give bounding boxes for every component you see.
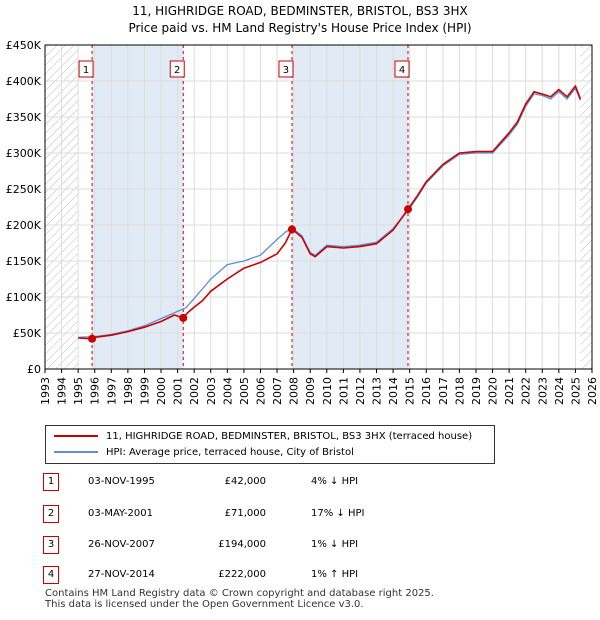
x-tick-label: 2016 (420, 377, 433, 405)
sale-label-number: 3 (283, 65, 289, 76)
sale-label-box (278, 60, 294, 78)
shaded-ownership-period (92, 45, 184, 369)
x-tick-label: 2024 (553, 377, 566, 405)
y-tick-label: £50K (13, 327, 42, 340)
x-tick-label: 2003 (205, 377, 218, 405)
x-tick-label: 2023 (536, 377, 549, 405)
chart-title-address: 11, HIGHRIDGE ROAD, BEDMINSTER, BRISTOL,… (132, 4, 468, 18)
sale-row: 4 27-NOV-2014 £222,000 1% ↑ HPI (43, 566, 443, 584)
x-tick-label: 1997 (105, 377, 118, 405)
x-tick-label: 2022 (520, 377, 533, 405)
sale-hpi-delta: 1% ↓ HPI (311, 539, 359, 550)
sale-number-badge: 1 (43, 473, 59, 491)
hatched-region (580, 45, 592, 369)
x-tick-label: 2007 (271, 377, 284, 405)
x-tick-label: 2026 (586, 377, 599, 405)
sale-date: 03-NOV-1995 (88, 476, 155, 487)
x-tick-label: 2020 (487, 377, 500, 405)
sale-number-badge: 3 (43, 536, 59, 554)
chart-legend: 11, HIGHRIDGE ROAD, BEDMINSTER, BRISTOL,… (45, 425, 495, 464)
x-tick-label: 2004 (221, 377, 234, 405)
x-tick-label: 2009 (304, 377, 317, 405)
sale-date: 03-MAY-2001 (88, 508, 154, 519)
y-tick-label: £400K (6, 75, 42, 88)
legend-label-hpi: HPI: Average price, terraced house, City… (106, 447, 354, 458)
x-tick-label: 2017 (437, 377, 450, 405)
x-tick-label: 2018 (453, 377, 466, 405)
legend-swatch-hpi (54, 451, 98, 453)
x-tick-label: 1999 (138, 377, 151, 405)
x-tick-label: 1996 (89, 377, 102, 405)
property-price-line (78, 85, 582, 340)
sale-date: 26-NOV-2007 (88, 539, 155, 550)
sale-label-number: 4 (399, 65, 405, 76)
footer-attribution: Contains HM Land Registry data © Crown c… (45, 588, 434, 610)
legend-row-property: 11, HIGHRIDGE ROAD, BEDMINSTER, BRISTOL,… (54, 430, 472, 444)
x-tick-label: 2019 (470, 377, 483, 405)
sale-label-box (394, 60, 410, 78)
footer-copyright: Contains HM Land Registry data © Crown c… (45, 588, 434, 599)
y-tick-label: £350K (6, 111, 42, 124)
y-tick-label: £250K (6, 183, 42, 196)
x-tick-label: 1994 (56, 377, 69, 405)
sale-number-badge: 4 (43, 566, 59, 584)
y-tick-label: £0 (27, 363, 41, 376)
x-tick-label: 2012 (354, 377, 367, 405)
x-tick-label: 1993 (39, 377, 52, 405)
plot-border (44, 44, 593, 370)
x-tick-label: 2000 (155, 377, 168, 405)
sale-row: 1 03-NOV-1995 £42,000 4% ↓ HPI (43, 473, 443, 491)
sale-number-badge: 2 (43, 505, 59, 523)
sale-point (404, 205, 413, 214)
x-tick-label: 2002 (188, 377, 201, 405)
hpi-line (78, 87, 582, 338)
y-tick-label: £100K (6, 291, 42, 304)
sale-point (287, 225, 296, 234)
sale-hpi-delta: 1% ↑ HPI (311, 569, 359, 580)
sale-date: 27-NOV-2014 (88, 569, 155, 580)
sale-hpi-delta: 17% ↓ HPI (311, 508, 365, 519)
x-tick-label: 1998 (122, 377, 135, 405)
x-tick-label: 2008 (288, 377, 301, 405)
legend-swatch-property (54, 435, 98, 437)
x-tick-label: 1995 (72, 377, 85, 405)
sale-point (179, 313, 188, 322)
x-tick-label: 2015 (404, 377, 417, 405)
sale-price: £222,000 (218, 569, 266, 580)
x-tick-label: 2021 (503, 377, 516, 405)
price-chart: 1 2 3 4 £0 £50K £100K £150K £200K £250K £300K £350… (6, 39, 599, 405)
y-tick-label: £150K (6, 255, 42, 268)
legend-row-hpi: HPI: Average price, terraced house, City… (54, 446, 354, 460)
sale-label-box (169, 60, 185, 78)
x-tick-label: 2010 (321, 377, 334, 405)
x-tick-label: 2005 (238, 377, 251, 405)
sale-row: 2 03-MAY-2001 £71,000 17% ↓ HPI (43, 505, 443, 523)
legend-label-property: 11, HIGHRIDGE ROAD, BEDMINSTER, BRISTOL,… (106, 431, 473, 442)
x-tick-label: 2014 (387, 377, 400, 405)
sale-label-number: 2 (174, 65, 180, 76)
sale-label-box (78, 60, 94, 78)
sale-price: £71,000 (224, 508, 266, 519)
sale-point (88, 334, 97, 343)
x-tick-label: 2006 (254, 377, 267, 405)
sale-price: £42,000 (224, 476, 266, 487)
sale-label-number: 1 (83, 65, 89, 76)
sale-hpi-delta: 4% ↓ HPI (311, 476, 359, 487)
x-tick-label: 2011 (337, 377, 350, 405)
y-tick-label: £200K (6, 219, 42, 232)
sale-row: 3 26-NOV-2007 £194,000 1% ↓ HPI (43, 536, 443, 554)
footer-license: This data is licensed under the Open Gov… (45, 599, 364, 610)
x-tick-label: 2001 (172, 377, 185, 405)
sale-price: £194,000 (218, 539, 266, 550)
x-tick-label: 2025 (569, 377, 582, 405)
shaded-ownership-period (291, 45, 409, 369)
y-tick-label: £300K (6, 147, 42, 160)
y-tick-label: £450K (6, 39, 42, 52)
x-tick-label: 2013 (371, 377, 384, 405)
chart-subtitle: Price paid vs. HM Land Registry's House … (128, 21, 472, 35)
